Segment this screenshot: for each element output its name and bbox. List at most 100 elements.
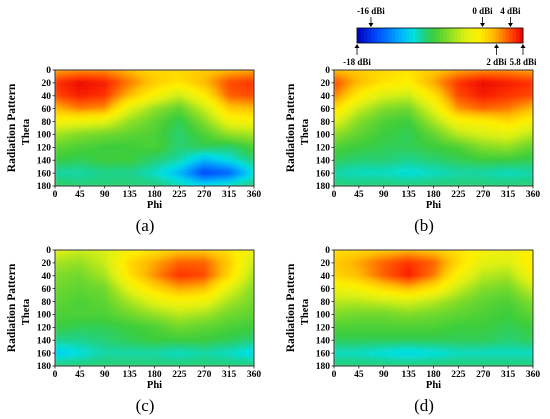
heatmap-cell	[451, 83, 457, 88]
heatmap-cell	[414, 154, 420, 160]
heatmap-cell	[213, 110, 218, 115]
heatmap-cell	[146, 287, 152, 292]
heatmap-cell	[198, 114, 203, 119]
heatmap-cell	[161, 311, 167, 316]
heatmap-cell	[341, 165, 346, 170]
heatmap-cell	[121, 165, 126, 170]
heatmap-cell	[180, 127, 185, 132]
heatmap-cell	[246, 73, 251, 78]
heatmap-cell	[374, 161, 379, 167]
heatmap-cell	[227, 253, 233, 258]
heatmap-cell	[425, 110, 431, 115]
heatmap-cell	[451, 141, 457, 146]
heatmap-cell	[411, 134, 416, 139]
heatmap-cell	[161, 114, 167, 119]
heatmap-cell	[154, 141, 159, 146]
colorbar-swatch	[491, 28, 496, 43]
heatmap-cell	[172, 311, 178, 316]
heatmap-cell	[451, 70, 457, 74]
heatmap-cell	[172, 317, 178, 323]
heatmap-cell	[525, 158, 530, 163]
heatmap-cell	[143, 79, 148, 85]
heatmap-cell	[400, 161, 405, 167]
heatmap-cell	[180, 70, 185, 74]
heatmap-cell	[146, 165, 152, 170]
heatmap-cell	[363, 151, 368, 156]
heatmap-cell	[132, 307, 137, 312]
heatmap-cell	[396, 90, 401, 95]
heatmap-cell	[102, 283, 108, 289]
heatmap-cell	[109, 107, 115, 112]
heatmap-cell	[517, 141, 523, 146]
heatmap-cell	[180, 175, 185, 180]
heatmap-cell	[143, 311, 148, 316]
heatmap-cell	[209, 266, 214, 271]
heatmap-cell	[334, 178, 339, 184]
heatmap-cell	[132, 259, 137, 265]
heatmap-cell	[172, 161, 178, 167]
heatmap-cell	[433, 131, 438, 136]
heatmap-cell	[73, 297, 78, 302]
heatmap-cell	[407, 182, 412, 186]
heatmap-cell	[411, 175, 416, 180]
heatmap-cell	[444, 168, 449, 173]
heatmap-cell	[510, 90, 516, 95]
heatmap-cell	[231, 103, 237, 109]
heatmap-cell	[466, 107, 471, 112]
heatmap-cell	[216, 182, 222, 186]
heatmap-cell	[525, 114, 530, 119]
heatmap-cell	[503, 79, 508, 85]
heatmap-cell	[517, 137, 523, 143]
heatmap-cell	[98, 304, 104, 309]
heatmap-cell	[102, 76, 108, 81]
heatmap-cell	[176, 83, 181, 88]
heatmap-cell	[154, 270, 159, 275]
heatmap-cell	[176, 182, 181, 186]
heatmap-cell	[98, 263, 104, 268]
heatmap-cell	[466, 158, 471, 163]
heatmap-cell	[176, 144, 181, 149]
heatmap-cell	[213, 151, 218, 156]
heatmap-cell	[385, 172, 390, 177]
heatmap-cell	[183, 100, 189, 105]
heatmap-cell	[117, 165, 122, 170]
heatmap-cell	[124, 321, 130, 326]
heatmap-cell	[69, 253, 74, 258]
heatmap-cell	[102, 253, 108, 258]
heatmap-cell	[250, 83, 254, 88]
heatmap-cell	[388, 100, 394, 105]
heatmap-cell	[344, 110, 350, 115]
heatmap-cell	[146, 117, 152, 122]
heatmap-cell	[150, 172, 155, 177]
heatmap-cell	[80, 144, 85, 149]
heatmap-cell	[168, 270, 174, 275]
heatmap-cell	[407, 93, 412, 98]
heatmap-cell	[238, 137, 244, 143]
heatmap-cell	[235, 124, 240, 129]
heatmap-cell	[150, 256, 155, 261]
heatmap-cell	[388, 117, 394, 122]
heatmap-cell	[172, 175, 178, 180]
heatmap-cell	[506, 79, 512, 85]
heatmap-cell	[381, 141, 387, 146]
heatmap-cell	[506, 110, 512, 115]
heatmap-cell	[433, 70, 438, 74]
heatmap-cell	[492, 151, 497, 156]
heatmap-cell	[161, 79, 167, 85]
heatmap-cell	[202, 307, 207, 312]
heatmap-cell	[76, 114, 82, 119]
heatmap-cell	[216, 165, 222, 170]
heatmap-cell	[124, 131, 130, 136]
colorbar-swatch	[360, 28, 365, 43]
heatmap-cell	[205, 250, 211, 254]
heatmap-cell	[403, 117, 409, 122]
heatmap-cell	[484, 79, 490, 85]
heatmap-cell	[484, 96, 490, 102]
heatmap-cell	[470, 182, 475, 186]
heatmap-cell	[216, 253, 222, 258]
heatmap-cell	[135, 76, 141, 81]
heatmap-cell	[209, 100, 214, 105]
heatmap-cell	[128, 314, 133, 319]
heatmap-cell	[521, 165, 527, 170]
heatmap-cell	[187, 90, 192, 95]
